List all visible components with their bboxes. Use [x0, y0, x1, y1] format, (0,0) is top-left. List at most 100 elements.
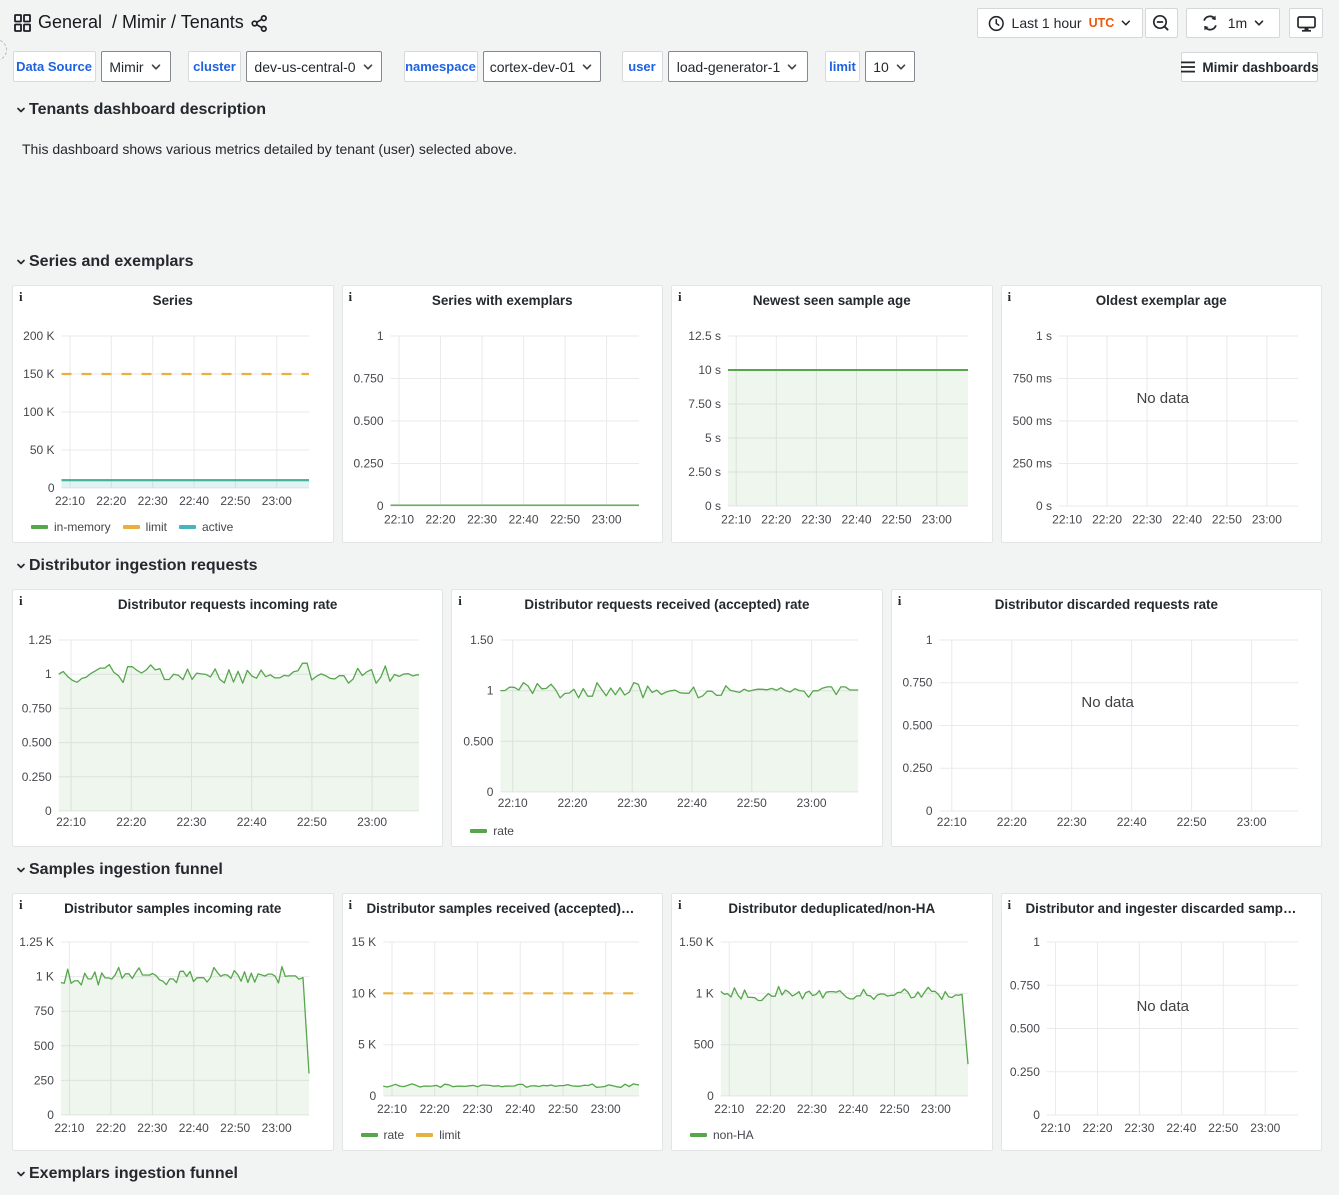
- svg-text:22:10: 22:10: [1040, 1121, 1070, 1135]
- svg-text:1: 1: [376, 329, 383, 343]
- svg-text:23:00: 23:00: [922, 513, 952, 527]
- svg-text:No data: No data: [1136, 390, 1189, 407]
- svg-text:0: 0: [45, 804, 52, 818]
- svg-text:0 s: 0 s: [705, 499, 721, 513]
- svg-text:1.25: 1.25: [28, 633, 52, 647]
- svg-text:0.250: 0.250: [22, 770, 52, 784]
- svg-text:22:10: 22:10: [1052, 513, 1082, 527]
- svg-text:23:00: 23:00: [921, 1102, 951, 1116]
- svg-text:22:40: 22:40: [179, 1121, 209, 1135]
- svg-text:1 s: 1 s: [1035, 329, 1051, 343]
- svg-text:22:50: 22:50: [220, 1121, 250, 1135]
- svg-text:12.5 s: 12.5 s: [688, 329, 721, 343]
- svg-text:22:20: 22:20: [1082, 1121, 1112, 1135]
- svg-text:0.500: 0.500: [1009, 1022, 1039, 1036]
- svg-text:23:00: 23:00: [262, 1121, 292, 1135]
- svg-text:500 ms: 500 ms: [1012, 414, 1051, 428]
- svg-text:22:50: 22:50: [550, 513, 580, 527]
- svg-text:22:40: 22:40: [838, 1102, 868, 1116]
- svg-text:22:50: 22:50: [737, 796, 767, 810]
- svg-text:22:10: 22:10: [721, 513, 751, 527]
- svg-text:22:50: 22:50: [882, 513, 912, 527]
- svg-text:22:20: 22:20: [116, 815, 146, 829]
- svg-text:23:00: 23:00: [590, 1102, 620, 1116]
- svg-text:22:10: 22:10: [498, 796, 528, 810]
- svg-text:0.750: 0.750: [902, 676, 932, 690]
- svg-text:22:40: 22:40: [179, 494, 209, 508]
- svg-text:22:50: 22:50: [1211, 513, 1241, 527]
- svg-text:0.500: 0.500: [464, 734, 494, 748]
- svg-text:10 K: 10 K: [351, 986, 376, 1000]
- svg-text:22:40: 22:40: [505, 1102, 535, 1116]
- svg-text:22:10: 22:10: [383, 513, 413, 527]
- svg-text:22:50: 22:50: [1208, 1121, 1238, 1135]
- svg-text:22:30: 22:30: [138, 494, 168, 508]
- svg-text:22:10: 22:10: [714, 1102, 744, 1116]
- svg-text:22:20: 22:20: [96, 494, 126, 508]
- svg-text:0.750: 0.750: [353, 372, 383, 386]
- svg-text:0: 0: [47, 1108, 54, 1122]
- svg-text:22:20: 22:20: [96, 1121, 126, 1135]
- svg-text:1: 1: [1033, 935, 1040, 949]
- svg-text:0: 0: [48, 481, 55, 495]
- svg-text:22:30: 22:30: [462, 1102, 492, 1116]
- svg-text:22:40: 22:40: [1116, 815, 1146, 829]
- svg-text:0.500: 0.500: [902, 718, 932, 732]
- svg-text:500: 500: [34, 1039, 54, 1053]
- svg-text:22:30: 22:30: [467, 513, 497, 527]
- svg-text:1 K: 1 K: [696, 986, 714, 1000]
- svg-text:200 K: 200 K: [23, 329, 54, 343]
- svg-text:7.50 s: 7.50 s: [688, 397, 721, 411]
- svg-text:1.25 K: 1.25 K: [19, 935, 54, 949]
- svg-text:23:00: 23:00: [1250, 1121, 1280, 1135]
- svg-text:22:10: 22:10: [376, 1102, 406, 1116]
- svg-text:22:50: 22:50: [1176, 815, 1206, 829]
- svg-text:0: 0: [707, 1089, 714, 1103]
- svg-text:5 K: 5 K: [358, 1038, 376, 1052]
- svg-text:22:10: 22:10: [936, 815, 966, 829]
- svg-text:0.250: 0.250: [902, 761, 932, 775]
- svg-text:23:00: 23:00: [357, 815, 387, 829]
- svg-text:22:40: 22:40: [677, 796, 707, 810]
- svg-text:No data: No data: [1136, 998, 1189, 1015]
- svg-text:22:40: 22:40: [237, 815, 267, 829]
- svg-text:250 ms: 250 ms: [1012, 457, 1051, 471]
- svg-text:22:20: 22:20: [756, 1102, 786, 1116]
- svg-text:22:30: 22:30: [1056, 815, 1086, 829]
- svg-text:10 s: 10 s: [698, 363, 721, 377]
- svg-text:1.50: 1.50: [470, 633, 494, 647]
- svg-text:250: 250: [34, 1073, 54, 1087]
- svg-text:22:10: 22:10: [54, 1121, 84, 1135]
- svg-text:1: 1: [926, 633, 933, 647]
- svg-text:22:50: 22:50: [547, 1102, 577, 1116]
- svg-text:100 K: 100 K: [23, 405, 54, 419]
- svg-text:15 K: 15 K: [351, 935, 376, 949]
- svg-text:22:50: 22:50: [879, 1102, 909, 1116]
- svg-text:0.750: 0.750: [1009, 978, 1039, 992]
- svg-text:22:30: 22:30: [137, 1121, 167, 1135]
- svg-text:23:00: 23:00: [1251, 513, 1281, 527]
- svg-text:750: 750: [34, 1004, 54, 1018]
- svg-text:23:00: 23:00: [591, 513, 621, 527]
- svg-text:0: 0: [376, 499, 383, 513]
- svg-text:22:20: 22:20: [996, 815, 1026, 829]
- svg-text:23:00: 23:00: [262, 494, 292, 508]
- svg-text:0.500: 0.500: [353, 414, 383, 428]
- svg-text:22:40: 22:40: [841, 513, 871, 527]
- svg-text:500: 500: [694, 1038, 714, 1052]
- svg-text:750 ms: 750 ms: [1012, 372, 1051, 386]
- svg-text:5 s: 5 s: [705, 431, 721, 445]
- svg-text:22:40: 22:40: [1166, 1121, 1196, 1135]
- svg-text:22:20: 22:20: [1092, 513, 1122, 527]
- svg-text:1: 1: [45, 667, 52, 681]
- svg-text:22:20: 22:20: [419, 1102, 449, 1116]
- svg-text:1.50 K: 1.50 K: [679, 935, 714, 949]
- svg-text:22:40: 22:40: [1171, 513, 1201, 527]
- svg-text:22:40: 22:40: [508, 513, 538, 527]
- svg-text:22:30: 22:30: [797, 1102, 827, 1116]
- svg-text:22:10: 22:10: [56, 815, 86, 829]
- svg-text:22:30: 22:30: [1132, 513, 1162, 527]
- svg-text:22:30: 22:30: [617, 796, 647, 810]
- svg-text:22:50: 22:50: [220, 494, 250, 508]
- svg-text:150 K: 150 K: [23, 367, 54, 381]
